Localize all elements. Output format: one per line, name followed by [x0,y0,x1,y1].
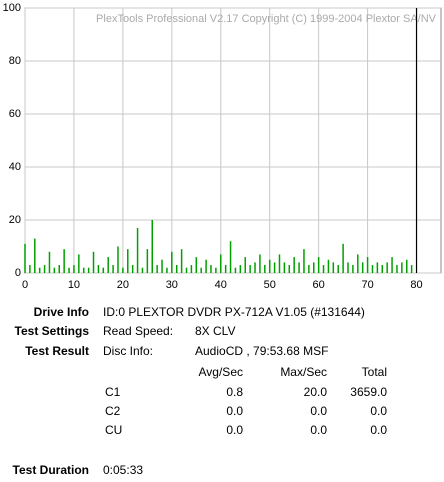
x-tick-label: 70 [361,279,373,291]
x-tick-label: 40 [215,279,227,291]
column-header: Max/Sec [280,365,327,379]
cell: 3659.0 [350,385,387,399]
chart: 0 20 40 60 80 100 0 10 20 30 40 50 60 70 80 PlexTools P… [3,2,442,291]
plot-frame [24,7,442,274]
y-tick-label: 80 [9,55,21,67]
x-tick-label: 80 [410,279,422,291]
x-tick-label: 50 [264,279,276,291]
cell: 0.0 [370,423,387,437]
cell: 0.0 [226,404,243,418]
cell: 0.0 [226,423,243,437]
y-tick-label: 60 [9,108,21,120]
label: Test Settings [14,324,89,338]
label: Disc Info: [103,344,154,358]
label: Test Result [25,344,89,358]
value: 8X CLV [195,324,236,338]
y-tick-label: 40 [9,161,21,173]
row-label: C1 [105,385,121,399]
label: Read Speed: [103,324,174,338]
label: Test Duration [12,463,89,477]
y-tick-label: 100 [3,2,21,14]
row-label: C2 [105,404,121,418]
cell: 0.0 [310,423,327,437]
cell: 0.0 [310,404,327,418]
cell: 20.0 [303,385,327,399]
watermark: PlexTools Professional V2.17 Copyright (… [96,13,437,25]
y-tick-label: 20 [9,214,21,226]
y-tick-label: 0 [15,267,21,279]
x-tick-label: 10 [68,279,80,291]
cell: 0.0 [370,404,387,418]
row-label: CU [105,423,123,437]
label: Drive Info [33,305,89,319]
x-tick-label: 60 [313,279,325,291]
value: ID:0 PLEXTOR DVDR PX-712A V1.05 (#131644… [103,305,365,319]
cell: 0.8 [226,385,243,399]
value: AudioCD , 79:53.68 MSF [195,344,329,358]
column-header: Total [361,365,387,379]
x-tick-label: 30 [166,279,178,291]
column-header: Avg/Sec [198,365,243,379]
x-tick-label: 20 [117,279,129,291]
value: 0:05:33 [103,463,144,477]
x-tick-label: 0 [22,279,28,291]
